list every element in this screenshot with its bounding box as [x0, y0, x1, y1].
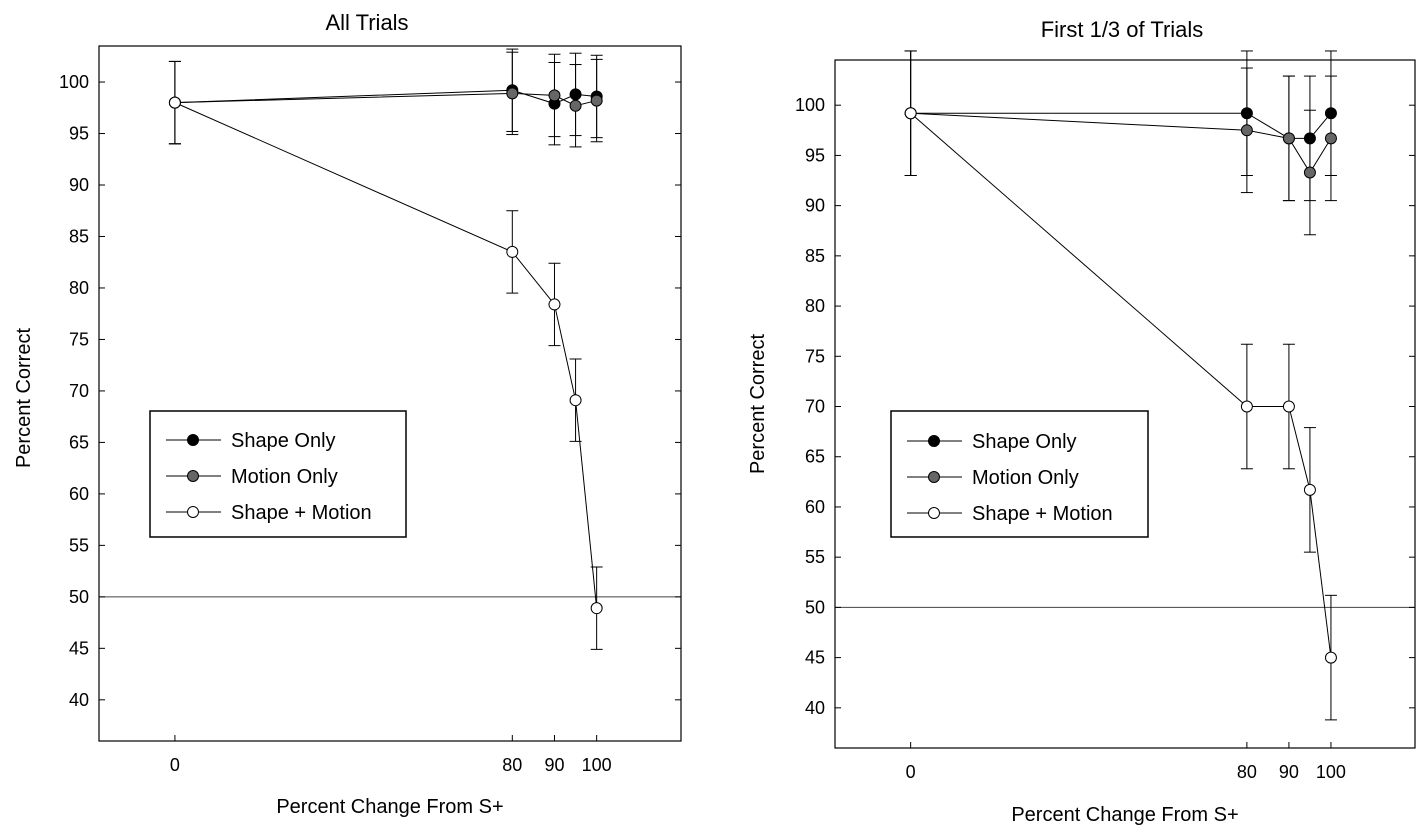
plot-frame	[834, 59, 1416, 749]
chart-title: First 1/3 of Trials	[1041, 17, 1204, 42]
point-shape-motion	[1303, 483, 1316, 496]
y-axis: 40 45 50 55 60 65 70 75 80 85 90 95 100	[59, 72, 681, 710]
y-tick-label: 75	[805, 346, 825, 366]
y-tick-label: 45	[805, 648, 825, 668]
legend-marker-shape-motion	[928, 507, 940, 519]
point-motion-only	[1303, 166, 1316, 179]
point-motion-only	[1324, 132, 1337, 145]
y-tick-label: 90	[805, 196, 825, 216]
legend-label-shape-motion: Shape + Motion	[972, 503, 1113, 525]
y-tick-label: 70	[69, 381, 89, 401]
y-tick-label: 65	[805, 447, 825, 467]
point-shape-only	[1240, 107, 1253, 120]
x-tick-label: 100	[1316, 762, 1346, 782]
series-group	[168, 48, 603, 650]
legend-marker-shape-only	[928, 435, 940, 447]
point-motion-only	[569, 99, 582, 112]
legend: Shape Only Motion Only Shape + Motion	[890, 410, 1149, 538]
point-shape-only	[1303, 132, 1316, 145]
y-tick-label: 80	[805, 296, 825, 316]
y-tick-label: 55	[805, 547, 825, 567]
legend-label-motion-only: Motion Only	[972, 467, 1079, 489]
y-tick-label: 45	[69, 638, 89, 658]
point-motion-only	[590, 94, 603, 107]
point-shape-motion	[548, 298, 561, 311]
y-tick-label: 40	[69, 690, 89, 710]
y-tick-label: 90	[69, 175, 89, 195]
y-tick-label: 100	[795, 95, 825, 115]
point-shape-motion	[1324, 651, 1337, 664]
y-tick-label: 50	[69, 587, 89, 607]
plot-frame	[98, 45, 682, 742]
series-line-shape-motion	[910, 112, 1332, 658]
y-tick-label: 80	[69, 278, 89, 298]
legend-marker-shape-only	[187, 434, 199, 446]
y-tick-label: 60	[805, 497, 825, 517]
chart-all-trials: All Trials Percent Correct Percent Chang…	[13, 10, 682, 818]
y-axis-title: Percent Correct	[747, 334, 769, 474]
y-tick-label: 60	[69, 484, 89, 504]
y-tick-label: 55	[69, 535, 89, 555]
x-tick-label: 80	[1237, 762, 1257, 782]
point-shape-motion	[1282, 400, 1295, 413]
legend: Shape Only Motion Only Shape + Motion	[149, 410, 407, 538]
legend-marker-motion-only	[187, 470, 199, 482]
y-tick-label: 85	[69, 226, 89, 246]
point-shape-only	[1324, 107, 1337, 120]
x-axis: 0 80 90 100	[906, 742, 1346, 782]
point-shape-motion	[1240, 400, 1253, 413]
y-tick-label: 50	[805, 597, 825, 617]
y-axis: 40 45 50 55 60 65 70 75 80 85 90 95 100	[795, 95, 1415, 718]
x-tick-label: 90	[544, 755, 564, 775]
legend-label-shape-only: Shape Only	[231, 430, 336, 452]
x-axis-title: Percent Change From S+	[276, 796, 503, 818]
y-axis-title: Percent Correct	[13, 328, 35, 468]
x-axis: 0 80 90 100	[170, 735, 612, 775]
y-tick-label: 75	[69, 329, 89, 349]
point-shape-only	[569, 88, 582, 101]
legend-marker-shape-motion	[187, 506, 199, 518]
x-axis-title: Percent Change From S+	[1011, 804, 1238, 826]
y-tick-label: 85	[805, 246, 825, 266]
y-tick-label: 65	[69, 432, 89, 452]
point-motion-only	[548, 89, 561, 102]
legend-label-motion-only: Motion Only	[231, 466, 338, 488]
point-shape-motion	[590, 602, 603, 615]
y-tick-label: 40	[805, 698, 825, 718]
y-tick-label: 95	[69, 124, 89, 144]
x-tick-label: 90	[1279, 762, 1299, 782]
x-tick-label: 100	[582, 755, 612, 775]
point-shape-motion	[168, 96, 181, 109]
y-tick-label: 100	[59, 72, 89, 92]
chart-title: All Trials	[325, 10, 408, 35]
legend-label-shape-only: Shape Only	[972, 431, 1077, 453]
point-shape-motion	[569, 394, 582, 407]
series-line-motion-only	[910, 112, 1332, 174]
point-motion-only	[506, 87, 519, 100]
point-motion-only	[1240, 124, 1253, 137]
legend-label-shape-motion: Shape + Motion	[231, 502, 372, 524]
x-tick-label: 0	[170, 755, 180, 775]
y-tick-label: 70	[805, 397, 825, 417]
y-tick-label: 95	[805, 145, 825, 165]
point-shape-motion	[506, 245, 519, 258]
point-motion-only	[1282, 132, 1295, 145]
x-tick-label: 80	[502, 755, 522, 775]
legend-marker-motion-only	[928, 471, 940, 483]
point-shape-motion	[904, 107, 917, 120]
x-tick-label: 0	[906, 762, 916, 782]
chart-first-third-trials: First 1/3 of Trials Percent Correct Perc…	[747, 17, 1416, 826]
series-group	[904, 50, 1337, 721]
